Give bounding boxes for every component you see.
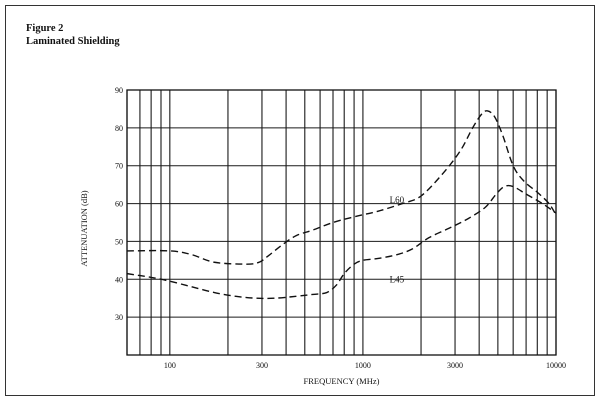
x-tick-label: 1000 — [355, 361, 371, 370]
y-axis-label: ATTENUATION (dB) — [79, 190, 89, 266]
figure-number: Figure 2 — [26, 23, 64, 34]
y-tick-label: 30 — [115, 313, 123, 322]
y-tick-label: 90 — [115, 86, 123, 95]
x-tick-label: 100 — [164, 361, 176, 370]
figure-title: Laminated Shielding — [26, 36, 120, 47]
series-line-l45 — [126, 184, 557, 300]
figure-frame — [5, 5, 595, 396]
y-tick-label: 50 — [115, 237, 123, 246]
series-label-l45: L45 — [390, 274, 405, 284]
series-line-l60 — [126, 110, 557, 265]
plot-border — [126, 89, 557, 356]
y-tick-label: 80 — [115, 124, 123, 133]
x-tick-label: 300 — [256, 361, 268, 370]
x-tick-label: 3000 — [447, 361, 463, 370]
y-tick-label: 70 — [115, 162, 123, 171]
y-tick-label: 60 — [115, 200, 123, 209]
x-axis-label: FREQUENCY (MHz) — [304, 376, 380, 386]
y-tick-label: 40 — [115, 275, 123, 284]
x-tick-label: 10000 — [546, 361, 566, 370]
series-label-l60: L60 — [390, 195, 405, 205]
